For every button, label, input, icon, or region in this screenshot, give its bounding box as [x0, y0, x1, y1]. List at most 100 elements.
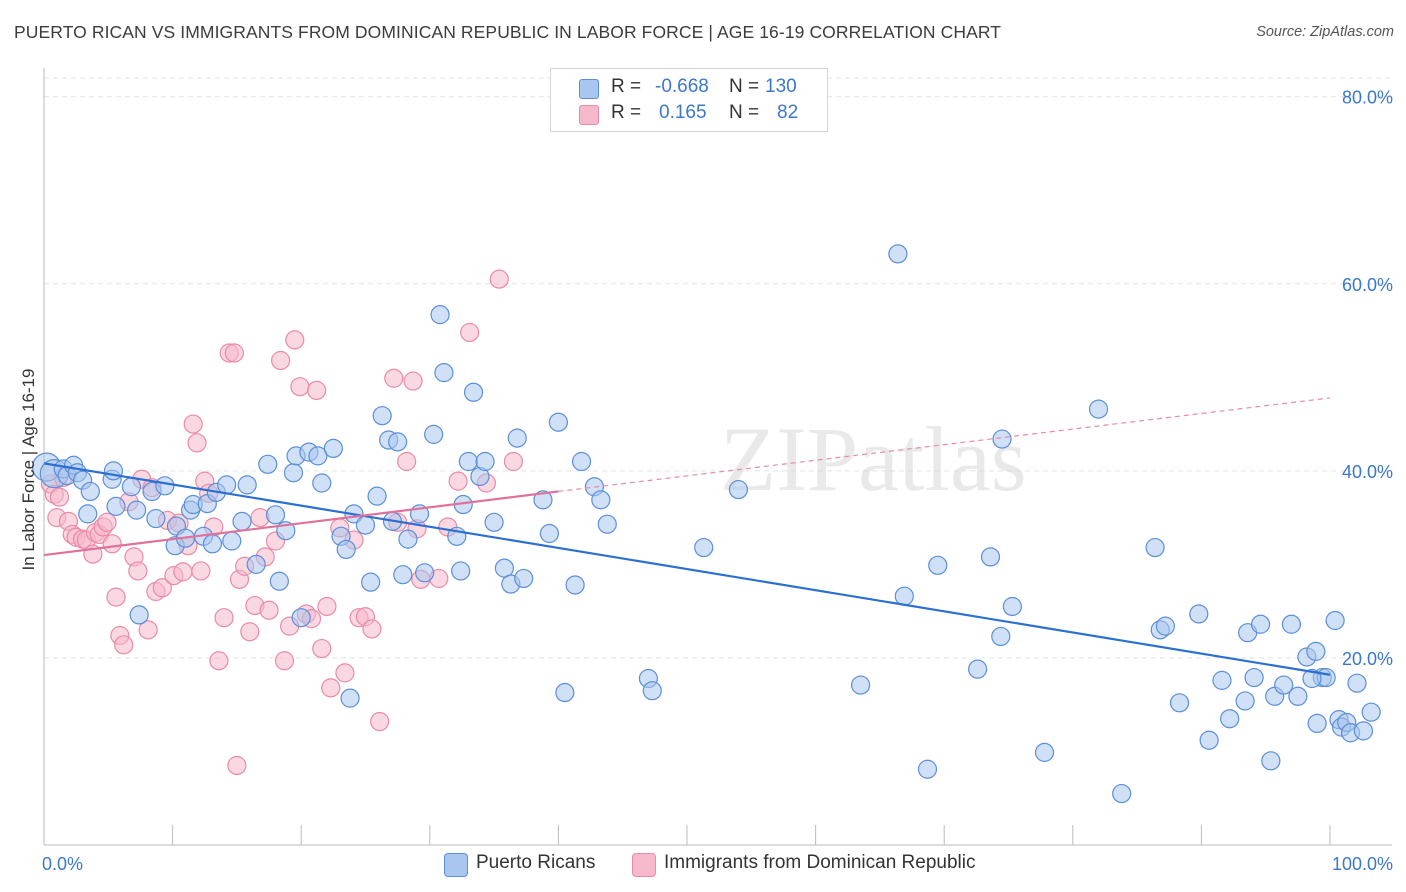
point-puerto-rican: [1302, 668, 1322, 689]
point-puerto-rican: [1274, 675, 1294, 695]
point-dominican: [240, 622, 260, 642]
point-puerto-rican: [1199, 730, 1219, 750]
x-tick-label: 100.0%: [1332, 854, 1393, 874]
y-tick-label: 80.0%: [1342, 88, 1393, 108]
trend-line-dominican: [43, 490, 559, 557]
point-dominican: [49, 487, 70, 507]
blue-swatch: [444, 853, 468, 877]
point-puerto-rican: [451, 561, 471, 581]
point-dominican: [321, 678, 341, 698]
point-puerto-rican: [269, 571, 289, 591]
point-puerto-rican: [283, 463, 304, 483]
n-value: 82: [777, 102, 799, 123]
point-puerto-rican: [372, 406, 392, 426]
point-puerto-rican: [591, 490, 611, 510]
point-puerto-rican: [217, 475, 237, 495]
point-puerto-rican: [308, 446, 328, 466]
legend-label: Immigrants from Dominican Republic: [664, 852, 976, 873]
point-dominican: [271, 350, 291, 371]
n-value: 130: [765, 76, 797, 97]
point-puerto-rican: [291, 608, 311, 628]
point-puerto-rican: [398, 529, 418, 549]
legend-label: Puerto Ricans: [476, 852, 596, 873]
y-tick-label: 60.0%: [1342, 275, 1393, 295]
y-tick-label: 40.0%: [1342, 462, 1393, 482]
point-puerto-rican: [202, 534, 223, 554]
source-label: Source: ZipAtlas.com: [1256, 24, 1394, 40]
point-puerto-rican: [355, 515, 376, 535]
point-dominican: [460, 322, 480, 343]
point-dominican: [312, 638, 332, 659]
point-puerto-rican: [507, 428, 527, 448]
point-puerto-rican: [146, 508, 166, 529]
point-dominican: [214, 608, 234, 628]
legend-item-dominican[interactable]: Immigrants from Dominican Republic: [632, 850, 1012, 878]
point-puerto-rican: [968, 659, 988, 679]
point-dominican: [274, 651, 295, 671]
point-dominican: [187, 433, 207, 453]
point-puerto-rican: [232, 511, 252, 531]
point-puerto-rican: [597, 514, 617, 534]
point-dominican: [370, 711, 390, 732]
point-puerto-rican: [388, 432, 408, 452]
point-puerto-rican: [917, 759, 938, 779]
point-dominican: [397, 451, 417, 472]
trend-line-dominican-extension: [558, 397, 1331, 493]
point-dominican: [317, 596, 337, 617]
point-dominican: [335, 663, 355, 683]
point-puerto-rican: [1325, 610, 1345, 631]
legend-item-puerto-ricans[interactable]: Puerto Ricans: [444, 850, 624, 878]
point-puerto-rican: [928, 555, 948, 575]
point-dominican: [403, 371, 423, 391]
point-puerto-rican: [155, 476, 175, 496]
n-label: N =: [729, 102, 760, 123]
point-puerto-rican: [237, 475, 257, 495]
point-puerto-rican: [533, 490, 553, 510]
point-dominican: [209, 651, 229, 671]
point-dominican: [259, 600, 279, 620]
point-dominican: [128, 561, 148, 581]
point-puerto-rican: [571, 451, 592, 472]
point-puerto-rican: [565, 575, 585, 595]
point-puerto-rican: [323, 438, 343, 459]
blue-swatch: [579, 79, 599, 99]
point-puerto-rican: [1235, 691, 1255, 711]
point-puerto-rican: [129, 605, 149, 625]
point-puerto-rican: [393, 565, 413, 585]
point-puerto-rican: [1189, 604, 1209, 624]
point-dominican: [503, 451, 523, 472]
stats-legend: R = -0.668 N = 130 R = 0.165 N = 82: [550, 68, 828, 132]
point-puerto-rican: [258, 454, 278, 474]
point-dominican: [191, 561, 211, 581]
point-puerto-rican: [1281, 614, 1302, 634]
point-puerto-rican: [1347, 673, 1367, 693]
y-axis-label: In Labor Force | Age 16-19: [19, 369, 38, 571]
n-label: N =: [729, 76, 760, 97]
point-puerto-rican: [991, 626, 1011, 647]
point-puerto-rican: [336, 539, 356, 560]
series-puerto-ricans: [31, 244, 1381, 804]
point-puerto-rican: [1112, 783, 1132, 804]
point-puerto-rican: [1145, 537, 1165, 558]
trend-lines: [43, 397, 1331, 676]
point-dominican: [307, 380, 327, 401]
point-puerto-rican: [1220, 709, 1240, 729]
point-dominican: [97, 512, 117, 532]
stats-row-puerto-ricans: R = -0.668 N = 130: [551, 75, 827, 101]
point-puerto-rican: [1002, 596, 1022, 617]
point-puerto-rican: [103, 461, 124, 481]
watermark: ZIPatlas: [720, 408, 1027, 510]
point-puerto-rican: [367, 486, 387, 506]
point-puerto-rican: [106, 496, 126, 516]
point-dominican: [138, 620, 158, 640]
point-puerto-rican: [548, 412, 569, 432]
point-puerto-rican: [514, 568, 534, 589]
point-puerto-rican: [121, 477, 142, 497]
point-puerto-rican: [1306, 641, 1326, 661]
point-puerto-rican: [463, 382, 484, 402]
point-puerto-rican: [1250, 614, 1271, 634]
point-puerto-rican: [992, 429, 1012, 449]
point-dominican: [183, 414, 203, 434]
point-dominican: [448, 471, 468, 491]
